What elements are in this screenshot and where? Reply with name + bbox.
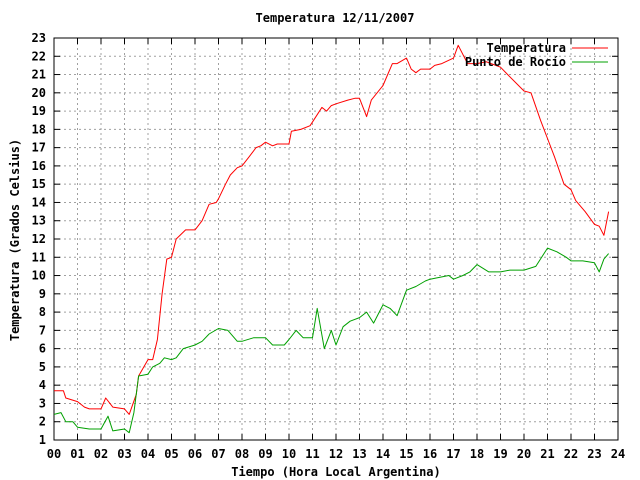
- x-tick-labels: 00 01 02 03 04 05 06 07 08 09 10 11 12 13 14 15 16 17 18 19…: [47, 447, 625, 461]
- x-tick-label: 15: [399, 447, 413, 461]
- y-tick-label: 12: [32, 232, 46, 246]
- y-tick-label: 15: [32, 177, 46, 191]
- y-tick-label: 17: [32, 141, 46, 155]
- x-tick-label: 05: [164, 447, 178, 461]
- x-tick-label: 19: [493, 447, 507, 461]
- x-tick-label: 16: [423, 447, 437, 461]
- legend: Temperatura Punto de Rocío: [465, 41, 608, 69]
- series-layer: [53, 44, 610, 434]
- y-tick-label: 11: [32, 250, 46, 264]
- grid-lines: [54, 38, 618, 440]
- y-tick-label: 5: [39, 360, 46, 374]
- x-tick-label: 23: [587, 447, 601, 461]
- x-tick-label: 09: [258, 447, 272, 461]
- x-tick-label: 11: [305, 447, 319, 461]
- x-tick-label: 00: [47, 447, 61, 461]
- y-tick-label: 21: [32, 68, 46, 82]
- x-tick-label: 20: [517, 447, 531, 461]
- x-tick-label: 22: [564, 447, 578, 461]
- legend-label-punto-de-rocio: Punto de Rocío: [465, 55, 566, 69]
- y-tick-label: 7: [39, 323, 46, 337]
- y-tick-label: 16: [32, 159, 46, 173]
- y-axis-label: Temperatura (Grados Celsius): [8, 139, 22, 341]
- chart-title: Temperatura 12/11/2007: [256, 11, 415, 25]
- legend-label-temperatura: Temperatura: [487, 41, 566, 55]
- y-tick-label: 13: [32, 214, 46, 228]
- x-tick-label: 07: [211, 447, 225, 461]
- x-tick-label: 13: [352, 447, 366, 461]
- y-tick-label: 3: [39, 396, 46, 410]
- x-tick-label: 18: [470, 447, 484, 461]
- y-tick-label: 23: [32, 31, 46, 45]
- x-tick-label: 21: [540, 447, 554, 461]
- y-tick-label: 20: [32, 86, 46, 100]
- y-tick-label: 18: [32, 122, 46, 136]
- y-tick-label: 6: [39, 342, 46, 356]
- x-tick-label: 04: [141, 447, 155, 461]
- y-tick-label: 2: [39, 415, 46, 429]
- x-tick-label: 24: [611, 447, 625, 461]
- x-tick-label: 12: [329, 447, 343, 461]
- y-tick-label: 9: [39, 287, 46, 301]
- x-tick-label: 08: [235, 447, 249, 461]
- tick-marks: [53, 37, 619, 441]
- x-tick-label: 14: [376, 447, 390, 461]
- y-tick-label: 4: [39, 378, 46, 392]
- y-tick-label: 8: [39, 305, 46, 319]
- series-line-temperatura: [54, 44, 610, 415]
- y-tick-label: 1: [39, 433, 46, 447]
- x-tick-label: 06: [188, 447, 202, 461]
- y-tick-label: 10: [32, 269, 46, 283]
- y-tick-label: 14: [32, 195, 46, 209]
- series-line-punto-de-rocio: [53, 247, 609, 434]
- x-tick-label: 02: [94, 447, 108, 461]
- x-tick-label: 10: [282, 447, 296, 461]
- x-tick-label: 17: [446, 447, 460, 461]
- x-axis-label: Tiempo (Hora Local Argentina): [231, 465, 441, 479]
- x-tick-label: 03: [117, 447, 131, 461]
- x-tick-label: 01: [70, 447, 84, 461]
- y-tick-label: 19: [32, 104, 46, 118]
- y-tick-label: 22: [32, 49, 46, 63]
